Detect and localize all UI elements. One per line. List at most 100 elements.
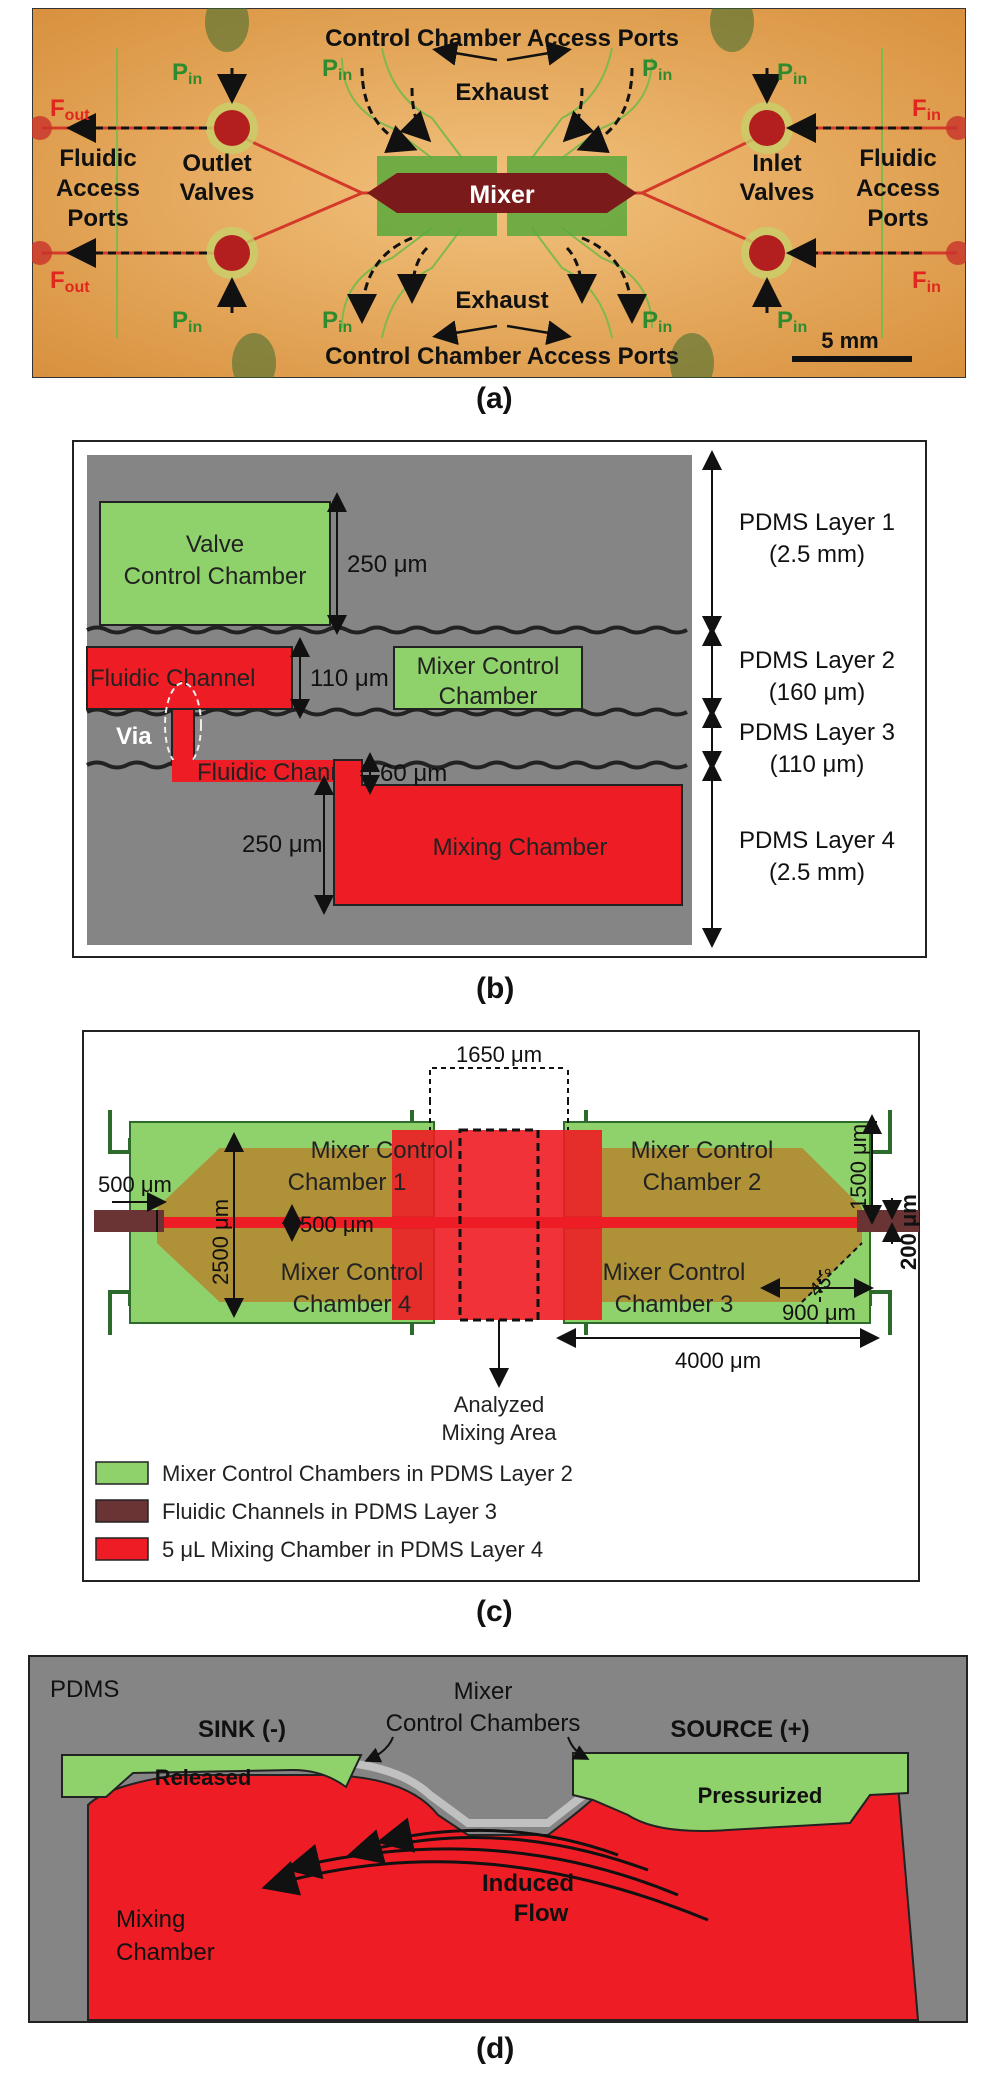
pin-label: Pin <box>642 55 672 84</box>
mcc-arrow-left <box>364 1736 394 1763</box>
induced-flow-l2: Flow <box>514 1900 569 1927</box>
fap-right-l1: Fluidic <box>859 145 936 172</box>
pressurized-label: Pressurized <box>698 1783 823 1808</box>
dim-900: 900 μm <box>782 1300 856 1325</box>
port-dot <box>946 116 970 140</box>
via-label: Via <box>116 723 152 750</box>
caption-a: (a) <box>476 382 513 415</box>
mixing-chamber-d <box>87 1774 920 2021</box>
dim-2500: 2500 μm <box>208 1199 233 1285</box>
port-dot <box>946 241 970 265</box>
legend-label-channels: Fluidic Channels in PDMS Layer 3 <box>162 1499 497 1524</box>
layer-1-thickness: (2.5 mm) <box>769 541 865 568</box>
fin-label: Fin <box>912 267 941 296</box>
chamber-3-l1: Mixer Control <box>603 1259 746 1286</box>
valve-control-chamber <box>99 501 331 626</box>
layer-4-name: PDMS Layer 4 <box>739 827 895 854</box>
caption-b: (b) <box>476 972 515 1005</box>
layer-2-thickness: (160 μm) <box>769 679 866 706</box>
flow-arrows <box>261 1817 709 1922</box>
dim-500-left: 500 μm <box>98 1172 172 1197</box>
dim-60: 60 μm <box>380 760 447 787</box>
fin-label: Fin <box>912 95 941 124</box>
chamber-3-l2: Chamber 3 <box>615 1291 734 1318</box>
valve-cc-l2: Control Chamber <box>124 563 307 590</box>
fout-label: Fout <box>50 95 90 124</box>
port-dot <box>28 241 52 265</box>
analyzed-l1: Analyzed <box>454 1392 545 1417</box>
exhaust-top: Exhaust <box>455 79 548 106</box>
legend-swatch-chambers <box>95 1461 149 1485</box>
mixer-red <box>367 173 637 213</box>
port-dot <box>28 116 52 140</box>
pin-label: Pin <box>777 59 807 88</box>
mixing-chamber-d-l2: Chamber <box>116 1939 215 1966</box>
dim-1650: 1650 μm <box>456 1042 542 1067</box>
sink-label: SINK (-) <box>198 1716 286 1743</box>
scale-bar <box>792 356 912 362</box>
mcc-d-l2: Control Chambers <box>386 1710 581 1737</box>
overlap-2 <box>602 1148 862 1217</box>
mcc-d-l1: Mixer <box>454 1678 513 1705</box>
bottom-title: Control Chamber Access Ports <box>325 343 679 370</box>
panel-b: Valve Control Chamber 250 μm Fluidic Cha… <box>72 440 927 958</box>
dim-110: 110 μm <box>310 665 389 692</box>
layer-2-name: PDMS Layer 2 <box>739 647 895 674</box>
port-shadow <box>710 0 754 52</box>
overlap-1 <box>157 1148 392 1217</box>
layer-1-name: PDMS Layer 1 <box>739 509 895 536</box>
fluidic-channel-left <box>94 1210 164 1232</box>
pin-label: Pin <box>642 307 672 336</box>
dim-1500: 1500 μm <box>846 1124 871 1210</box>
exhaust-bottom: Exhaust <box>455 287 548 314</box>
layer-3-name: PDMS Layer 3 <box>739 719 895 746</box>
dim-4000: 4000 μm <box>675 1348 761 1373</box>
chip-photo: Mixer Control Chamber Acc <box>28 0 970 393</box>
legend: Mixer Control Chambers in PDMS Layer 2 F… <box>95 1461 573 1562</box>
caption-c: (c) <box>476 1595 513 1628</box>
legend-label-mixing: 5 μL Mixing Chamber in PDMS Layer 4 <box>162 1537 543 1562</box>
via <box>171 708 195 766</box>
top-title: Control Chamber Access Ports <box>325 25 679 52</box>
pin-label: Pin <box>777 307 807 336</box>
inlet-valves-l1: Inlet <box>752 150 801 177</box>
dashed-arrows <box>66 67 922 324</box>
fout-label: Fout <box>50 267 90 296</box>
outlet-valves-l2: Valves <box>180 179 255 206</box>
scale-bar-label: 5 mm <box>821 328 878 353</box>
chamber-1-l2: Chamber 1 <box>288 1169 407 1196</box>
fap-left-l3: Ports <box>67 205 128 232</box>
legend-swatch-channels <box>95 1499 149 1523</box>
pin-label: Pin <box>322 307 352 336</box>
source-label: SOURCE (+) <box>670 1716 809 1743</box>
legend-swatch-mixing <box>95 1537 149 1561</box>
pressurized-chamber <box>572 1752 909 1832</box>
port-shadow <box>205 0 249 52</box>
pin-label: Pin <box>322 55 352 84</box>
analyzed-l2: Mixing Area <box>442 1420 558 1445</box>
mcc-l2: Chamber <box>439 683 538 710</box>
fap-left-l2: Access <box>56 175 140 202</box>
overlap-4 <box>157 1228 392 1302</box>
dim-500-center: 500 μm <box>300 1212 374 1237</box>
outlet-valves-l1: Outlet <box>182 150 251 177</box>
released-chamber <box>61 1754 363 1798</box>
legend-label-chambers: Mixer Control Chambers in PDMS Layer 2 <box>162 1461 573 1486</box>
mixing-chamber-d-l1: Mixing <box>116 1906 185 1933</box>
mixer-control-chamber <box>393 646 583 710</box>
chamber-4-l1: Mixer Control <box>281 1259 424 1286</box>
fap-right-l2: Access <box>856 175 940 202</box>
chamber-2-l1: Mixer Control <box>631 1137 774 1164</box>
pin-label: Pin <box>172 307 202 336</box>
caption-d: (d) <box>476 2032 515 2065</box>
panel-a: Mixer Control Chamber Acc <box>28 0 970 393</box>
chamber-4-l2: Chamber 4 <box>293 1291 412 1318</box>
released-label: Released <box>155 1765 252 1790</box>
mixer-label: Mixer <box>469 181 535 209</box>
dim-200: 200 μm <box>896 1194 920 1270</box>
via-outline <box>164 682 202 768</box>
fluidic-channel-upper <box>86 646 293 710</box>
fap-right-l3: Ports <box>867 205 928 232</box>
inlet-valves-l2: Valves <box>740 179 815 206</box>
valves <box>206 102 793 279</box>
